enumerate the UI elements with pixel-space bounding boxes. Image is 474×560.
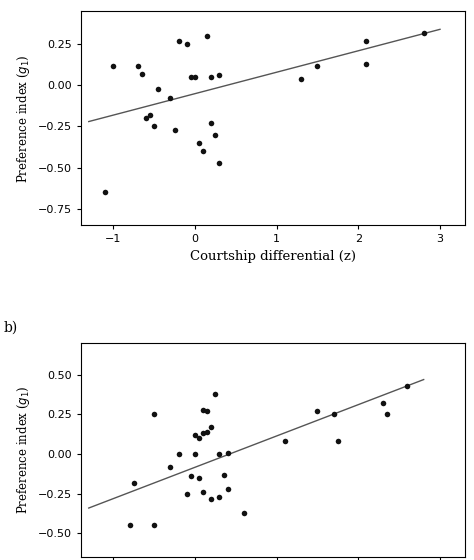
Point — [208, 423, 215, 432]
Point — [363, 36, 370, 45]
Point — [138, 69, 146, 78]
Point — [191, 450, 199, 459]
Point — [150, 410, 158, 419]
Point — [134, 61, 142, 70]
Point — [167, 463, 174, 472]
Point — [150, 122, 158, 131]
Point — [334, 437, 342, 446]
Point — [191, 431, 199, 440]
Point — [203, 31, 211, 40]
Point — [363, 59, 370, 68]
Point — [195, 473, 203, 482]
Point — [183, 489, 191, 498]
Point — [171, 125, 178, 134]
Point — [383, 410, 391, 419]
Point — [187, 73, 195, 82]
Point — [220, 470, 228, 479]
Point — [175, 450, 182, 459]
Point — [130, 478, 137, 487]
Point — [203, 407, 211, 416]
X-axis label: Courtship differential (z): Courtship differential (z) — [190, 250, 356, 263]
Point — [109, 61, 117, 70]
Point — [200, 488, 207, 497]
Point — [240, 508, 248, 517]
Point — [216, 492, 223, 501]
Point — [314, 407, 321, 416]
Point — [211, 389, 219, 398]
Point — [200, 429, 207, 438]
Point — [216, 450, 223, 459]
Point — [297, 74, 305, 83]
Point — [203, 427, 211, 436]
Point — [224, 484, 231, 493]
Point — [314, 61, 321, 70]
Point — [150, 521, 158, 530]
Point — [142, 114, 150, 123]
Point — [208, 119, 215, 128]
Point — [175, 36, 182, 45]
Point — [281, 437, 289, 446]
Point — [420, 28, 428, 37]
Point — [167, 94, 174, 103]
Point — [216, 158, 223, 167]
Point — [200, 147, 207, 156]
Point — [155, 84, 162, 93]
Point — [183, 40, 191, 49]
Point — [101, 188, 109, 197]
Point — [126, 521, 133, 530]
Point — [211, 130, 219, 139]
Point — [195, 138, 203, 147]
Point — [379, 399, 387, 408]
Point — [216, 71, 223, 80]
Text: b): b) — [4, 320, 18, 334]
Point — [200, 405, 207, 414]
Point — [403, 381, 411, 390]
Point — [195, 434, 203, 443]
Y-axis label: Preference index ($g_1$): Preference index ($g_1$) — [15, 386, 32, 515]
Point — [330, 410, 337, 419]
Point — [146, 110, 154, 119]
Point — [187, 472, 195, 481]
Point — [208, 73, 215, 82]
Point — [224, 448, 231, 457]
Y-axis label: Preference index ($g_1$): Preference index ($g_1$) — [15, 54, 32, 183]
Point — [208, 494, 215, 503]
Point — [191, 73, 199, 82]
